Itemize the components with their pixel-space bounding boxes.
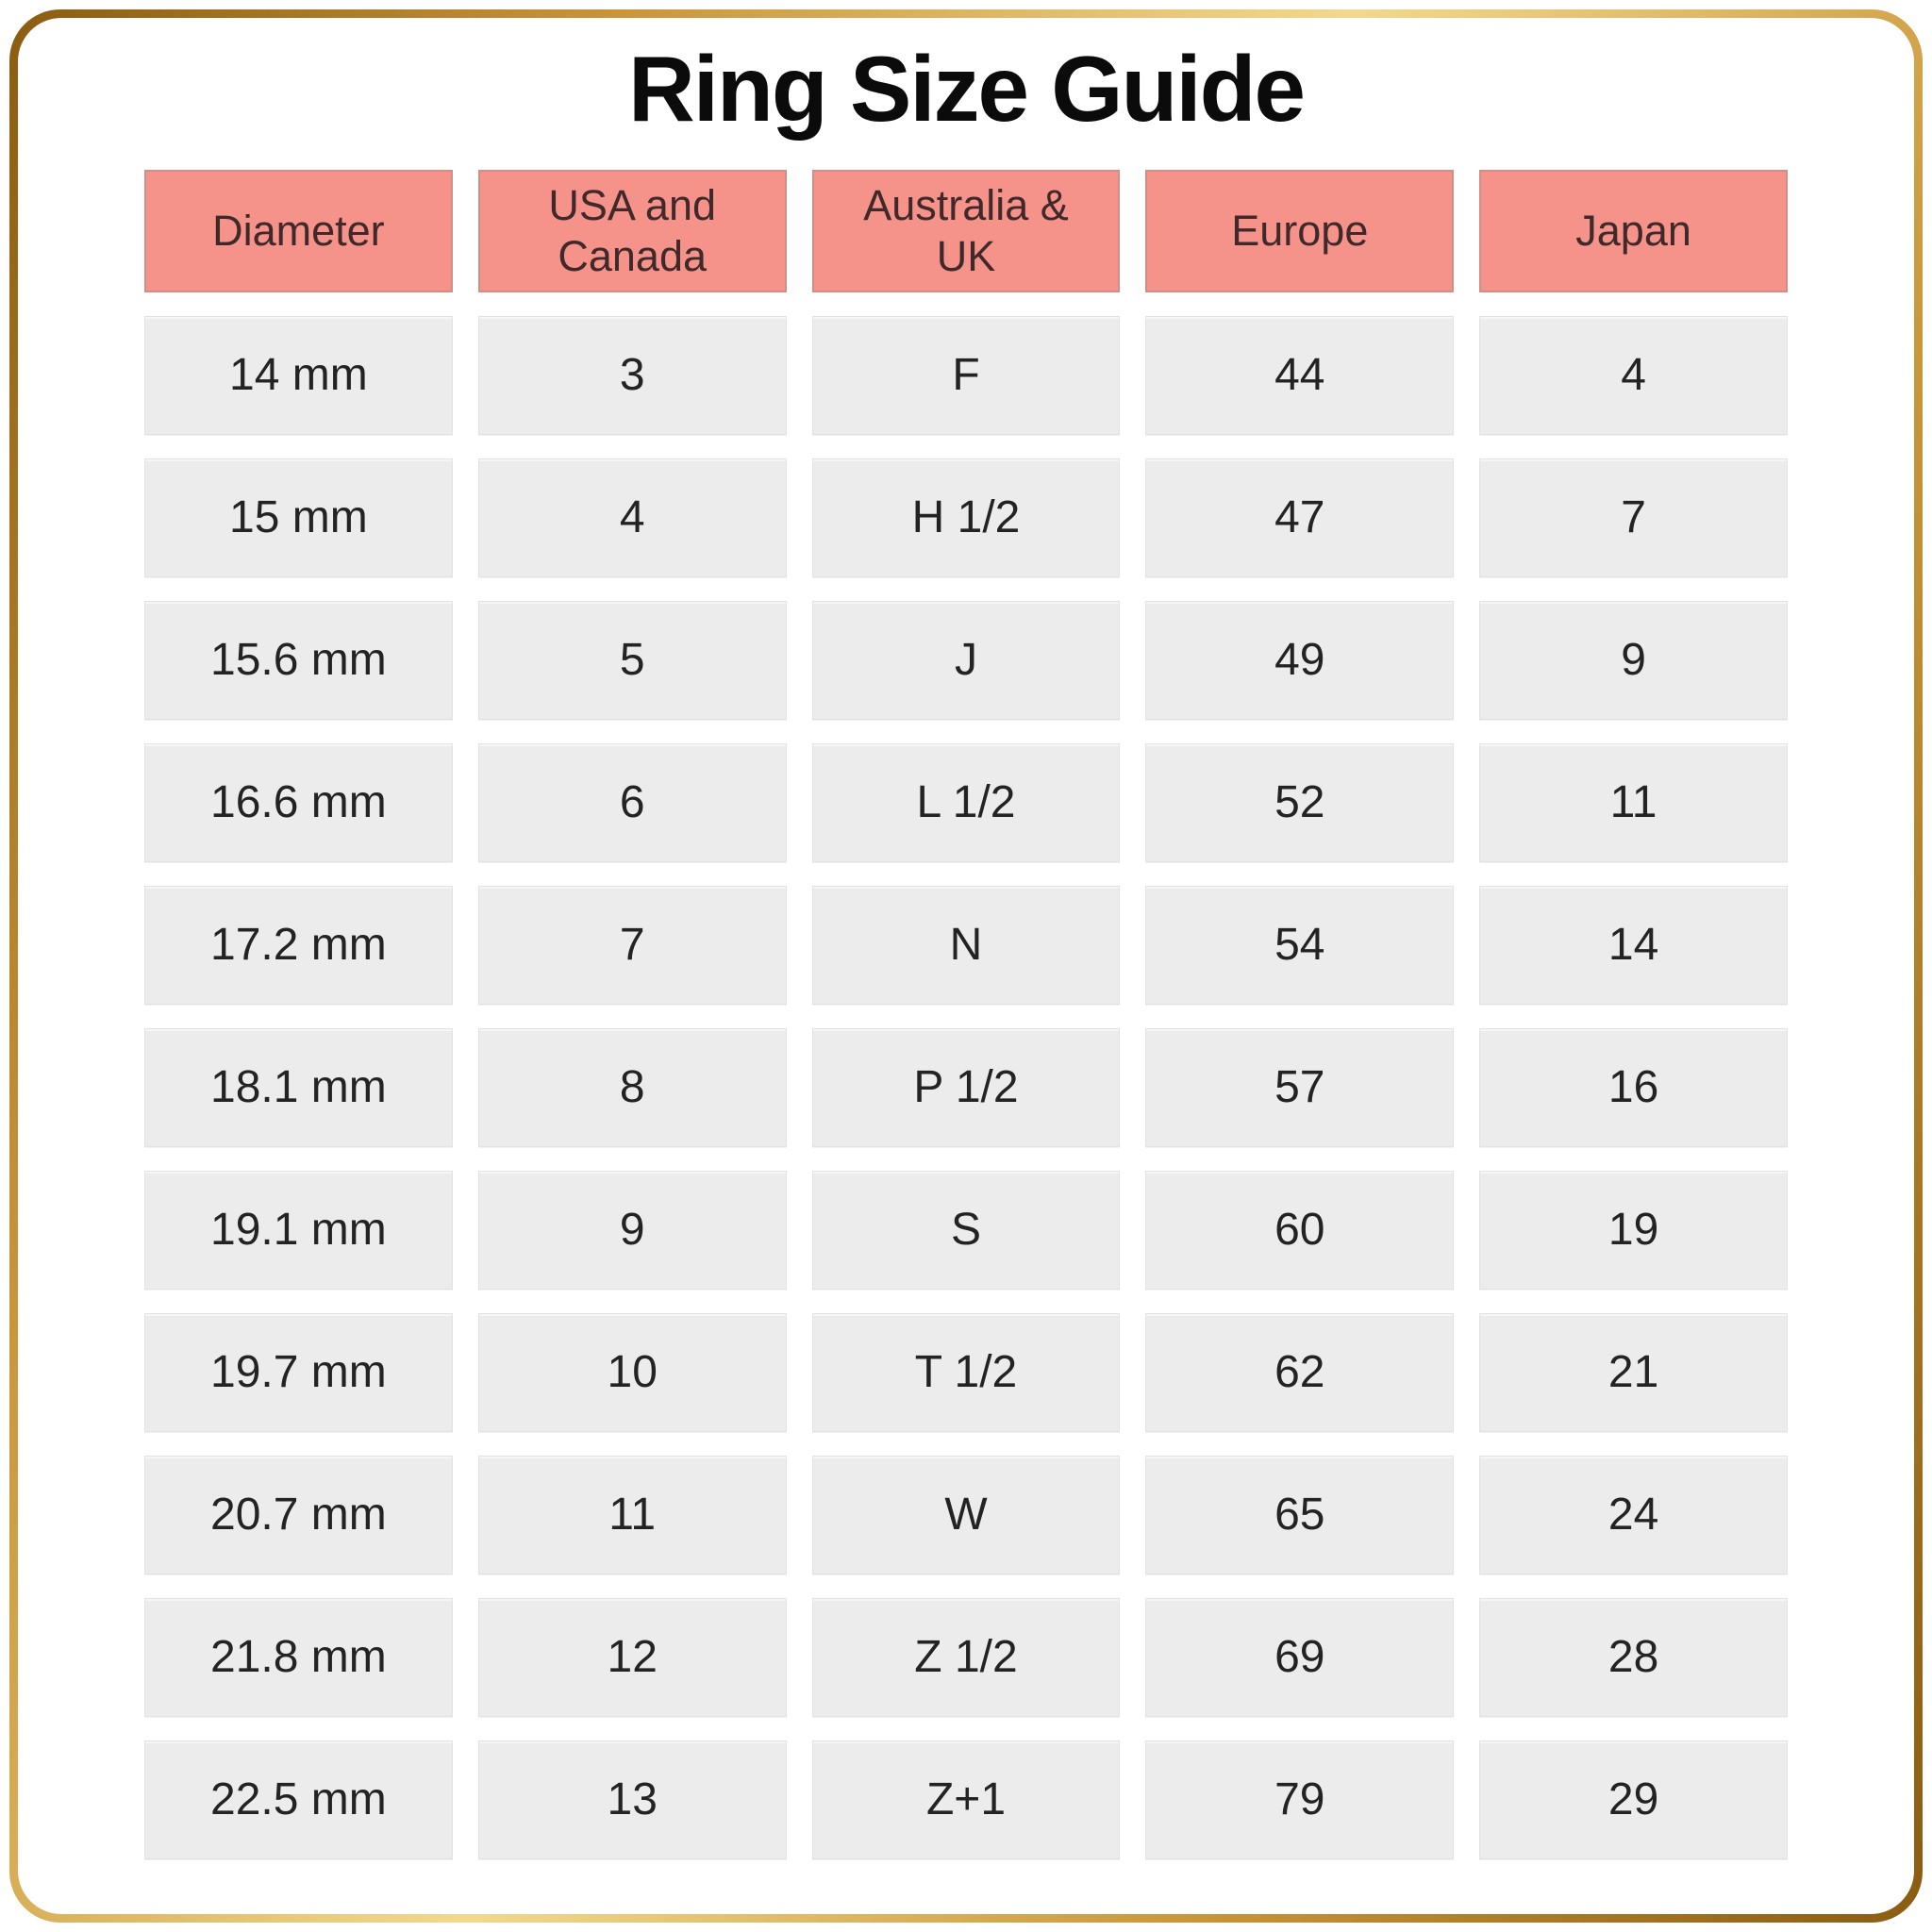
table-cell: 14 mm [144,315,453,435]
table-cell: 8 [477,1027,787,1147]
table-cell: 5 [477,600,787,720]
table-cell: 10 [477,1312,787,1432]
table-cell: F [811,315,1121,435]
table-cell: 9 [1479,600,1788,720]
table-cell: 79 [1145,1740,1455,1859]
table-cell: H 1/2 [811,458,1121,577]
table-cell: T 1/2 [811,1312,1121,1432]
header-cell-1: USA and Canada [477,169,787,292]
table-cell: 14 [1479,885,1788,1005]
table-cell: 16 [1479,1027,1788,1147]
table-cell: 47 [1145,458,1455,577]
table-cell: 21 [1479,1312,1788,1432]
table-cell: 65 [1145,1455,1455,1574]
table-cell: 54 [1145,885,1455,1005]
table-cell: 19 [1479,1170,1788,1290]
page-title: Ring Size Guide [628,37,1306,141]
table-cell: Z+1 [811,1740,1121,1859]
table-cell: 28 [1479,1597,1788,1717]
table-cell: 9 [477,1170,787,1290]
table-cell: 19.1 mm [144,1170,453,1290]
table-cell: 3 [477,315,787,435]
table-cell: 17.2 mm [144,885,453,1005]
table-cell: 4 [1479,315,1788,435]
table-cell: 19.7 mm [144,1312,453,1432]
table-cell: N [811,885,1121,1005]
table-cell: Z 1/2 [811,1597,1121,1717]
table-cell: 29 [1479,1740,1788,1859]
table-cell: 16.6 mm [144,742,453,862]
ring-size-table: Diameter USA and Canada Australia & UK Euro… [144,169,1788,1859]
table-cell: 52 [1145,742,1455,862]
table-cell: L 1/2 [811,742,1121,862]
table-cell: 11 [1479,742,1788,862]
table-cell: 57 [1145,1027,1455,1147]
table-cell: 21.8 mm [144,1597,453,1717]
table-cell: 6 [477,742,787,862]
table-cell: J [811,600,1121,720]
table-cell: 18.1 mm [144,1027,453,1147]
table-cell: 24 [1479,1455,1788,1574]
table-cell: 44 [1145,315,1455,435]
gold-border-frame: Ring Size Guide Diameter USA and Canada Au… [9,9,1923,1923]
table-cell: 7 [1479,458,1788,577]
page-background: Ring Size Guide Diameter USA and Canada Au… [18,18,1914,1914]
table-cell: 11 [477,1455,787,1574]
table-cell: 13 [477,1740,787,1859]
table-cell: 62 [1145,1312,1455,1432]
table-cell: 22.5 mm [144,1740,453,1859]
header-cell-0: Diameter [144,169,453,292]
table-cell: 12 [477,1597,787,1717]
table-cell: 49 [1145,600,1455,720]
table-cell: 20.7 mm [144,1455,453,1574]
header-cell-2: Australia & UK [811,169,1121,292]
table-cell: 4 [477,458,787,577]
table-cell: 60 [1145,1170,1455,1290]
table-cell: W [811,1455,1121,1574]
table-cell: 7 [477,885,787,1005]
table-cell: S [811,1170,1121,1290]
header-cell-3: Europe [1145,169,1455,292]
table-cell: P 1/2 [811,1027,1121,1147]
table-cell: 69 [1145,1597,1455,1717]
header-cell-4: Japan [1479,169,1788,292]
table-cell: 15.6 mm [144,600,453,720]
table-cell: 15 mm [144,458,453,577]
